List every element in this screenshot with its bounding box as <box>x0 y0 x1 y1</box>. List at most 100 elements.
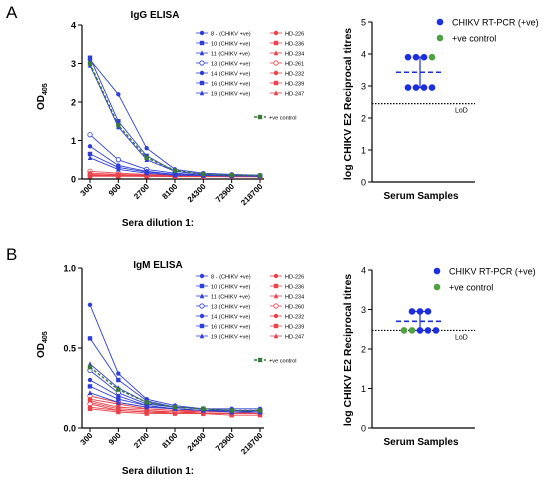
igg-elisa-x-tick-label: 24300 <box>186 182 208 204</box>
igg-elisa-legend-marker <box>273 60 279 66</box>
igg-elisa-legend-label: HD-239 <box>285 81 304 87</box>
igg-elisa-point <box>144 146 149 151</box>
igg-titres-y-tick-label: 1 <box>361 146 366 156</box>
igm-elisa-point <box>172 405 178 410</box>
igg-elisa-legend-marker <box>273 50 279 56</box>
igg-titres-point <box>404 53 412 61</box>
igm-elisa-legend-marker <box>273 303 279 309</box>
igm-elisa-point <box>229 413 234 418</box>
igm-elisa-legend-marker <box>199 273 205 279</box>
igm-titres-y-tick-label: 0 <box>361 424 366 434</box>
igg-elisa-point <box>172 172 178 178</box>
igg-titres-point <box>420 53 428 61</box>
igm-elisa-title: IgM ELISA <box>133 260 182 271</box>
igm-titres-y-tick-label: 1 <box>361 384 366 394</box>
igm-elisa-point <box>87 302 93 307</box>
igm-elisa-point <box>116 371 121 376</box>
igg-elisa-series-line <box>89 63 261 177</box>
igm-elisa-legend-marker <box>199 323 205 329</box>
igg-titres-point <box>420 84 428 91</box>
igm-elisa-point <box>116 409 121 415</box>
igm-elisa-legend-label: 14 (CHIKV +ve) <box>211 314 250 320</box>
igm-elisa-x-tick-label: 300 <box>79 431 95 447</box>
igm-elisa-y-tick-label: 1.0 <box>63 264 76 274</box>
igg-elisa-point <box>116 119 121 124</box>
igg-titres-chart: 0 1 2 3 4 5 LoD CHIKV RT-PCR (+ve) +ve control <box>361 18 539 188</box>
igm-titres-lod-label: LoD <box>455 334 468 341</box>
igg-titres-xlabel: Serum Samples <box>383 191 458 202</box>
igg-titres-legend-marker <box>436 18 444 26</box>
igg-elisa-legend-label: 14 (CHIKV +ve) <box>211 71 250 77</box>
igg-elisa-legend-marker <box>273 90 279 96</box>
igg-elisa-y-tick-label: 2 <box>71 98 76 108</box>
igg-elisa-point <box>116 92 121 97</box>
igg-elisa-point <box>116 166 121 172</box>
igm-titres-point <box>408 308 416 315</box>
igm-titres-point <box>416 327 424 334</box>
igg-elisa-x-tick-label: 218700 <box>239 182 265 208</box>
igm-elisa-x-tick-label: 24300 <box>186 431 208 453</box>
igm-titres-legend-marker <box>433 283 441 291</box>
igm-elisa-legend-marker <box>273 293 279 299</box>
igm-elisa-point <box>87 384 93 389</box>
igg-elisa-point <box>201 171 206 177</box>
igm-elisa-point <box>257 408 263 413</box>
igm-elisa-y-tick-label: 0.5 <box>63 344 76 354</box>
igg-titres-point <box>428 53 436 61</box>
igm-elisa-y-tick-label: 0.0 <box>63 424 76 434</box>
igm-elisa-legend-label: HD-247 <box>285 334 304 340</box>
igm-titres-legend-label: CHIKV RT-PCR (+ve) <box>449 267 536 277</box>
igm-titres-point <box>424 308 432 315</box>
igm-titres-point <box>432 327 440 334</box>
igg-elisa-point <box>87 155 93 161</box>
igm-titres-point <box>408 327 416 334</box>
igg-titres-legend-marker <box>436 34 444 42</box>
igg-elisa-point <box>144 174 149 179</box>
igm-elisa-legend-label: HD-239 <box>285 324 304 330</box>
igm-elisa-xlabel: Sera dilution 1: <box>122 466 194 477</box>
igm-titres-y-tick-label: 3 <box>361 305 366 315</box>
igg-elisa-point <box>144 155 149 161</box>
igm-elisa-point <box>87 377 93 383</box>
igg-elisa-x-tick-label: 72900 <box>214 182 236 204</box>
igg-elisa-legend-marker <box>199 40 205 46</box>
igg-elisa-x-tick-label: 8100 <box>160 182 179 201</box>
igg-elisa-legend-marker <box>199 30 205 36</box>
igm-elisa-x-tick-label: 218700 <box>239 431 265 457</box>
igm-elisa-point <box>144 404 149 410</box>
igm-elisa-x-tick-label: 2700 <box>132 431 151 450</box>
igg-elisa-legend-marker <box>273 80 279 86</box>
igg-elisa-point <box>87 151 93 157</box>
igg-elisa-point <box>116 174 121 179</box>
igg-elisa-point <box>87 61 93 66</box>
igg-elisa-legend-label: HD-226 <box>285 31 304 37</box>
igm-elisa-legend-label: 16 (CHIKV +ve) <box>211 324 250 330</box>
igg-titres-point <box>412 84 420 91</box>
igg-elisa-legend-marker <box>199 50 205 56</box>
igg-elisa-point <box>144 170 149 176</box>
igm-elisa-series-line <box>89 304 260 410</box>
igm-elisa-x-tick-label: 8100 <box>160 431 179 450</box>
igg-elisa-legend-label: 11 (CHIKV +ve) <box>211 51 250 57</box>
igm-titres-chart: 0 1 2 3 4 LoD CHIKV RT-PCR (+ve) +ve control <box>361 266 536 434</box>
igm-titres-point <box>400 327 408 334</box>
igg-elisa-point <box>229 172 234 178</box>
igm-elisa-point <box>144 400 149 405</box>
igm-titres-legend-marker <box>433 267 441 275</box>
igm-elisa-point <box>172 411 178 416</box>
igg-titres-legend-label: CHIKV RT-PCR (+ve) <box>452 18 539 28</box>
igm-elisa-x-tick-label: 900 <box>107 431 123 447</box>
igg-elisa-y-tick-label: 1 <box>71 136 76 146</box>
igg-titres-y-tick-label: 5 <box>361 18 366 28</box>
igm-elisa-chart: 0.0 0.5 1.0 300 900 2700 8100 24300 72900 218700 8… <box>63 264 304 457</box>
igm-elisa-legend-marker <box>199 283 205 289</box>
igg-elisa-legend-marker <box>273 40 279 46</box>
igg-elisa-point <box>87 174 93 179</box>
igm-elisa-point <box>201 411 206 416</box>
igg-elisa-point <box>87 55 93 60</box>
igg-elisa-ylabel: OD405 <box>36 83 49 110</box>
igg-elisa-title: IgG ELISA <box>131 10 180 21</box>
igm-elisa-legend-label: HD-226 <box>285 274 304 280</box>
igg-elisa-x-tick-label: 2700 <box>132 182 151 201</box>
igg-elisa-legend-label: 13 (CHIKV +ve) <box>211 61 250 67</box>
